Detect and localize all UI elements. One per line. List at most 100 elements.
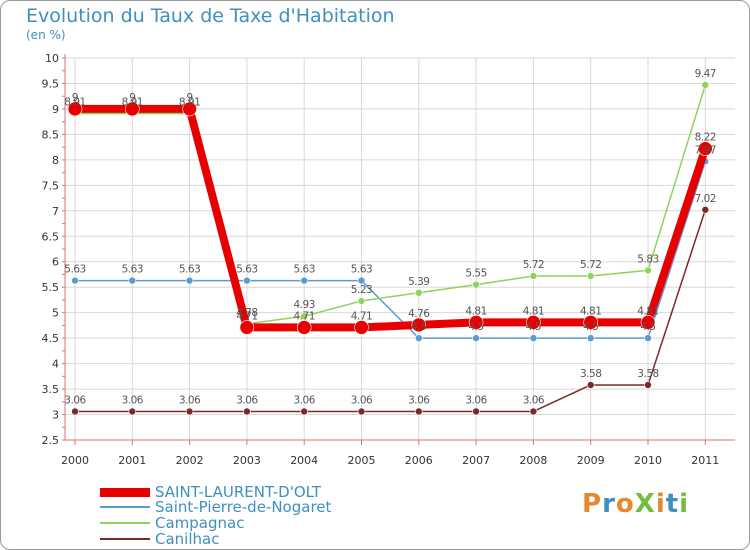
data-point xyxy=(411,317,427,333)
data-label: 8.91 xyxy=(179,97,200,109)
chart-title: Evolution du Taux de Taxe d'Habitation xyxy=(26,5,395,27)
x-tick-label: 2009 xyxy=(577,454,605,467)
x-tick-label: 2010 xyxy=(634,454,662,467)
data-point xyxy=(239,320,255,335)
data-label: 7.02 xyxy=(695,193,716,205)
y-tick-label: 7 xyxy=(52,205,59,218)
y-tick-label: 8 xyxy=(52,154,59,167)
y-tick-label: 4 xyxy=(52,358,59,371)
data-label: 5.63 xyxy=(294,264,315,276)
legend-label-campagnac: Campagnac xyxy=(155,514,245,532)
data-point xyxy=(243,276,251,285)
data-label: 3.06 xyxy=(465,394,487,406)
data-label: 4.81 xyxy=(465,305,486,317)
data-point xyxy=(472,280,480,289)
data-point xyxy=(300,407,309,416)
data-point xyxy=(644,266,652,275)
data-label: 8.91 xyxy=(122,97,143,109)
data-point xyxy=(67,101,83,117)
logo-letter: t xyxy=(665,489,680,519)
x-tick-label: 2004 xyxy=(290,454,318,467)
data-point xyxy=(296,320,312,335)
data-label: 7.97 xyxy=(695,144,716,156)
data-point xyxy=(472,334,480,342)
data-label: 4.76 xyxy=(408,308,430,320)
data-point xyxy=(185,276,194,285)
data-label: 3.58 xyxy=(580,368,601,380)
data-label: 9 xyxy=(129,92,135,104)
logo-letter: o xyxy=(615,489,635,519)
data-label: 5.39 xyxy=(408,276,429,288)
data-label: 5.72 xyxy=(523,259,544,271)
y-tick-label: 9 xyxy=(52,103,59,116)
data-point xyxy=(468,315,484,330)
data-label: 5.63 xyxy=(122,264,143,276)
data-point xyxy=(701,81,710,89)
data-point xyxy=(414,407,423,416)
data-label: 4.5 xyxy=(411,321,426,333)
data-point xyxy=(586,334,595,342)
data-label: 3.58 xyxy=(637,368,658,380)
x-tick-label: 2006 xyxy=(405,454,433,467)
y-tick-label: 10 xyxy=(45,52,59,65)
data-point xyxy=(243,407,251,416)
data-label: 4.5 xyxy=(468,321,483,333)
data-label: 3.06 xyxy=(122,394,144,406)
data-point xyxy=(472,407,480,416)
data-point xyxy=(354,320,369,335)
data-label: 3.06 xyxy=(64,394,86,406)
data-label: 8.91 xyxy=(64,97,85,109)
x-tick-label: 2005 xyxy=(348,454,376,467)
data-label: 4.81 xyxy=(523,305,544,317)
x-tick-label: 2002 xyxy=(176,454,204,467)
data-label: 4.93 xyxy=(294,299,315,311)
data-point xyxy=(300,312,309,321)
data-point xyxy=(357,297,366,305)
data-label: 4.5 xyxy=(526,321,541,333)
legend-swatch-saint-pierre xyxy=(100,506,150,508)
y-tick-label: 6.5 xyxy=(42,230,60,243)
y-tick-label: 3.5 xyxy=(42,383,60,396)
x-tick-label: 2011 xyxy=(691,454,719,467)
data-label: 5.23 xyxy=(351,284,372,296)
logo-letter: i xyxy=(679,489,690,519)
logo-letter: r xyxy=(602,489,616,519)
data-label: 5.83 xyxy=(637,253,658,265)
data-label: 4.5 xyxy=(583,321,598,333)
data-label: 4.71 xyxy=(294,310,315,322)
logo-letter: i xyxy=(655,489,666,519)
data-label: 4.71 xyxy=(236,310,257,322)
data-point xyxy=(357,407,366,416)
data-label: 8.22 xyxy=(695,132,716,144)
data-point xyxy=(586,381,595,389)
data-point xyxy=(300,276,309,285)
data-point xyxy=(644,381,652,389)
y-tick-label: 5.5 xyxy=(42,281,60,294)
legend-swatch-canilhac xyxy=(100,538,150,540)
data-label: 3.06 xyxy=(523,394,545,406)
x-tick-label: 2001 xyxy=(118,454,146,467)
y-tick-label: 4.5 xyxy=(42,332,60,345)
data-point xyxy=(128,276,137,285)
data-label: 9 xyxy=(187,92,193,104)
y-tick-label: 3 xyxy=(52,409,59,422)
data-point xyxy=(529,334,538,342)
data-point xyxy=(701,205,710,214)
data-label: 5.63 xyxy=(351,264,372,276)
data-label: 4.78 xyxy=(236,307,257,319)
data-point xyxy=(529,272,538,280)
data-point xyxy=(414,289,423,297)
data-point xyxy=(586,272,595,280)
data-label: 9 xyxy=(72,92,78,104)
data-point xyxy=(357,276,366,285)
legend-swatch-campagnac xyxy=(100,522,150,524)
x-tick-label: 2007 xyxy=(462,454,490,467)
data-point xyxy=(414,334,423,342)
y-tick-label: 8.5 xyxy=(42,128,60,141)
series-line xyxy=(75,209,707,413)
chart-subtitle: (en %) xyxy=(26,28,66,42)
data-label: 5.55 xyxy=(465,268,486,280)
data-label: 4.81 xyxy=(637,305,658,317)
data-label: 3.06 xyxy=(236,394,258,406)
